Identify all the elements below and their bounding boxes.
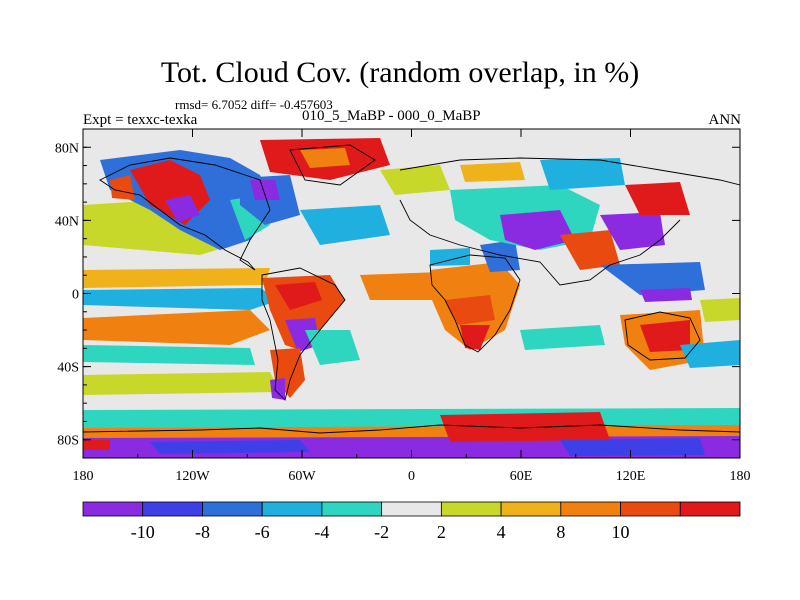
colorbar-swatch bbox=[679, 501, 741, 517]
field-patch bbox=[360, 272, 445, 300]
field-patch bbox=[600, 262, 705, 295]
coastline-eurasia bbox=[399, 157, 740, 286]
coastline-north-america bbox=[99, 157, 271, 271]
colorbar-swatch bbox=[381, 501, 442, 517]
lat-tick-label: 40S bbox=[57, 361, 79, 376]
longitude-axis: 180 120W 60W 0 60E 120E 180 bbox=[73, 129, 751, 484]
lon-tick-label: 120E bbox=[616, 469, 646, 484]
field-patch bbox=[300, 205, 390, 245]
field-patch bbox=[300, 148, 350, 168]
colorbar-swatch bbox=[440, 501, 502, 517]
field-patch bbox=[540, 158, 625, 190]
field-patch bbox=[460, 325, 490, 350]
field-patch bbox=[560, 438, 705, 456]
field-patch bbox=[275, 282, 322, 310]
field-patch bbox=[640, 288, 692, 302]
field-patch bbox=[110, 175, 135, 200]
lat-tick-label: 0 bbox=[72, 288, 79, 303]
lon-tick-label: 60W bbox=[288, 469, 316, 484]
coastline-greenland bbox=[289, 144, 376, 186]
lon-tick-label: 180 bbox=[73, 469, 94, 484]
colorbar-label: -6 bbox=[255, 522, 270, 542]
lon-tick-label: 180 bbox=[730, 469, 751, 484]
field-patch bbox=[83, 310, 270, 345]
page-title: Tot. Cloud Cov. (random overlap, in %) bbox=[160, 56, 640, 89]
coastline-south-america bbox=[261, 267, 346, 401]
field-patch bbox=[430, 248, 470, 266]
coastlines bbox=[83, 144, 740, 434]
colorbar-swatch bbox=[142, 501, 203, 517]
colorbar-swatch bbox=[261, 501, 323, 517]
coastline-antarctica bbox=[83, 424, 740, 434]
colorbar-label: -10 bbox=[131, 522, 155, 542]
colorbar-label: 2 bbox=[437, 522, 446, 542]
colorbar-swatch bbox=[82, 501, 144, 517]
field-patch bbox=[640, 320, 690, 352]
field-patch bbox=[270, 348, 305, 398]
field-patch bbox=[625, 182, 690, 215]
field-patch bbox=[305, 330, 360, 365]
colorbar-label: 10 bbox=[612, 522, 630, 542]
field-patch bbox=[700, 298, 740, 322]
colorbar-swatch bbox=[202, 501, 263, 517]
field-patch bbox=[83, 440, 110, 450]
season-label: ANN bbox=[708, 112, 742, 128]
latitude-axis: 80N 40N 0 40S 80S bbox=[55, 128, 740, 459]
colorbar: -10 -8 -6 -4 -2 2 4 8 10 bbox=[82, 501, 741, 542]
colorbar-swatch bbox=[620, 501, 681, 517]
colorbar-label: -4 bbox=[314, 522, 329, 542]
colorbar-swatch bbox=[500, 501, 562, 517]
field-patch bbox=[83, 345, 255, 365]
field-patch bbox=[600, 212, 665, 250]
difference-label: 010_5_MaBP - 000_0_MaBP bbox=[302, 108, 481, 124]
field-patch bbox=[500, 210, 575, 250]
field-patch bbox=[560, 230, 620, 270]
coastline-australia bbox=[624, 311, 701, 361]
field-patch bbox=[380, 165, 450, 195]
colorbar-label: -8 bbox=[195, 522, 210, 542]
field-patch bbox=[480, 240, 520, 272]
lat-tick-label: 80N bbox=[55, 141, 79, 156]
field-patch bbox=[165, 195, 200, 222]
colorbar-label: -2 bbox=[374, 522, 389, 542]
field-patch bbox=[520, 325, 605, 350]
field-patch bbox=[83, 268, 270, 288]
experiment-label: Expt = texxc-texka bbox=[83, 112, 198, 128]
field-patch bbox=[270, 378, 285, 400]
colorbar-swatch bbox=[560, 501, 621, 517]
lon-tick-label: 60E bbox=[510, 469, 533, 484]
colorbar-label: 8 bbox=[556, 522, 565, 542]
field-patch bbox=[250, 180, 280, 200]
field-patch bbox=[150, 440, 310, 454]
field-patch bbox=[680, 340, 740, 368]
stats-label: rmsd= 6.7052 diff= -0.457603 bbox=[175, 97, 333, 112]
field-patch bbox=[83, 372, 280, 395]
lon-tick-label: 120W bbox=[175, 469, 210, 484]
coastline-africa bbox=[429, 254, 521, 353]
lon-tick-label: 0 bbox=[408, 469, 415, 484]
lat-tick-label: 80S bbox=[57, 434, 79, 449]
field-patch bbox=[445, 295, 495, 325]
field-patch bbox=[460, 162, 525, 182]
lat-tick-label: 40N bbox=[55, 214, 79, 229]
field-patch bbox=[83, 288, 280, 310]
colorbar-label: 4 bbox=[497, 522, 506, 542]
colorbar-swatch bbox=[321, 501, 383, 517]
field-patch bbox=[440, 412, 610, 442]
anomaly-field bbox=[83, 138, 740, 458]
